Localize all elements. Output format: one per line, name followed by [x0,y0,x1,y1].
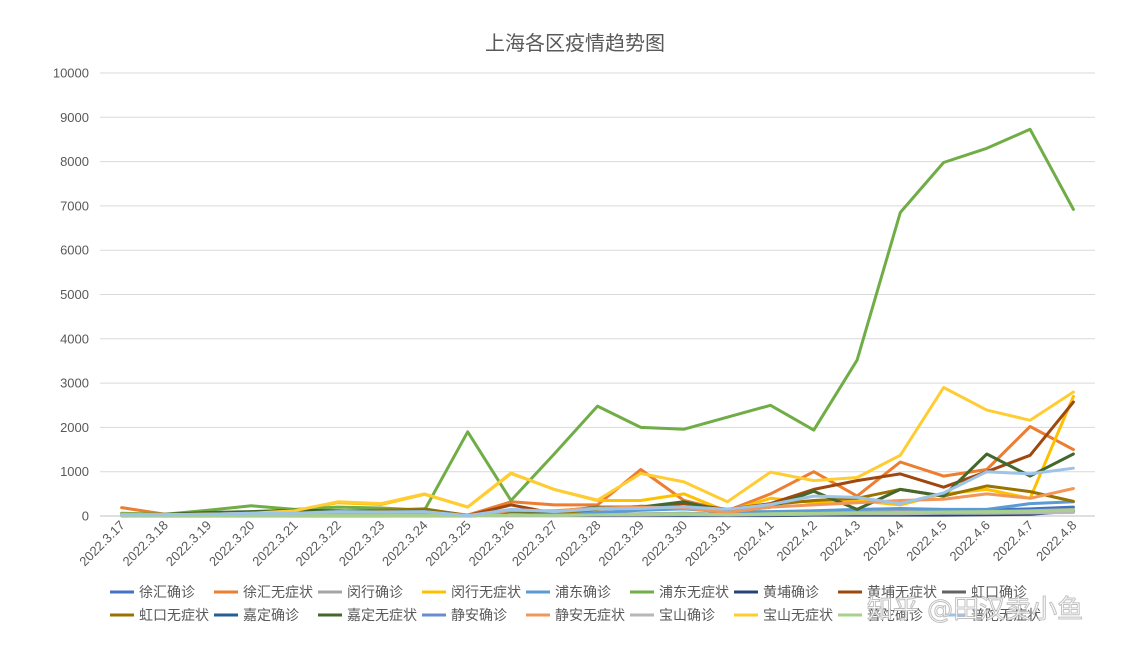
x-tick-label: 2022.3.26 [466,518,518,570]
legend-label: 黄埔无症状 [867,584,937,601]
y-tick-label: 4000 [60,331,89,346]
x-tick-label: 2022.3.17 [76,518,128,570]
x-tick-label: 2022.3.27 [509,518,561,570]
x-tick-label: 2022.3.22 [293,518,345,570]
y-tick-label: 8000 [60,154,89,169]
watermark: 知乎 @田汉卖小鱼 [867,595,1083,625]
legend-label: 徐汇确诊 [139,585,195,601]
x-tick-label: 2022.3.31 [682,518,734,570]
y-tick-label: 3000 [60,376,89,391]
legend: 徐汇确诊 徐汇无症状 闵行确诊 闵行无症状 浦东确诊 浦东无症状 黄埔确诊 黄埔无症状 虹口确诊… [110,584,1041,624]
x-axis-ticks: 2022.3.172022.3.182022.3.192022.3.202022… [76,518,1079,570]
x-tick-label: 2022.3.30 [639,518,691,570]
y-tick-label: 6000 [60,243,89,258]
x-tick-label: 2022.3.23 [336,518,388,570]
x-tick-label: 2022.4.1 [730,518,776,564]
legend-label: 普陀无症状 [971,608,1041,624]
legend-label: 普陀确诊 [867,608,923,624]
legend-label: 嘉定无症状 [347,608,417,624]
x-tick-label: 2022.4.7 [990,518,1036,564]
legend-label: 嘉定确诊 [243,608,299,624]
legend-label: 闵行确诊 [347,585,403,601]
y-axis-ticks: 0 1000 2000 3000 4000 5000 6000 7000 8000 9000 100… [53,66,89,524]
x-tick-label: 2022.4.6 [947,518,993,564]
y-tick-label: 5000 [60,287,89,302]
x-tick-label: 2022.3.25 [422,518,474,570]
legend-label: 静安无症状 [555,608,625,624]
y-tick-label: 9000 [60,110,89,125]
gridlines [100,72,1095,517]
x-tick-label: 2022.3.21 [249,518,301,570]
x-tick-label: 2022.4.8 [1033,518,1079,564]
x-tick-label: 2022.4.3 [817,518,863,564]
chart-title: 上海各区疫情趋势图 [485,31,665,55]
legend-label: 宝山确诊 [659,608,715,624]
x-tick-label: 2022.3.29 [595,518,647,570]
legend-label: 静安确诊 [451,608,507,624]
series-line-17 [120,466,1075,518]
x-tick-label: 2022.3.20 [206,518,258,570]
legend-label: 浦东确诊 [555,585,611,601]
series-line-15 [120,386,1075,517]
y-tick-label: 0 [82,509,89,524]
x-tick-label: 2022.4.2 [774,518,820,564]
y-tick-label: 10000 [53,66,89,81]
legend-label: 虹口无症状 [139,608,209,624]
series-line-16 [120,508,1075,518]
legend-label: 宝山无症状 [763,608,833,624]
legend-label: 黄埔确诊 [763,584,819,601]
y-tick-label: 7000 [60,198,89,213]
x-tick-label: 2022.3.19 [163,518,215,570]
y-tick-label: 1000 [60,464,89,479]
series-line-5 [120,127,1075,516]
legend-label: 闵行无症状 [451,585,521,601]
legend-label: 徐汇无症状 [243,585,313,601]
y-tick-label: 2000 [60,420,89,435]
x-tick-label: 2022.3.24 [379,518,431,570]
x-tick-label: 2022.4.4 [860,518,906,564]
legend-label: 浦东无症状 [659,585,729,601]
series-lines [120,127,1075,518]
x-tick-label: 2022.3.18 [120,518,172,570]
legend-label: 虹口确诊 [971,585,1027,601]
x-tick-label: 2022.3.28 [552,518,604,570]
x-tick-label: 2022.4.5 [903,518,949,564]
